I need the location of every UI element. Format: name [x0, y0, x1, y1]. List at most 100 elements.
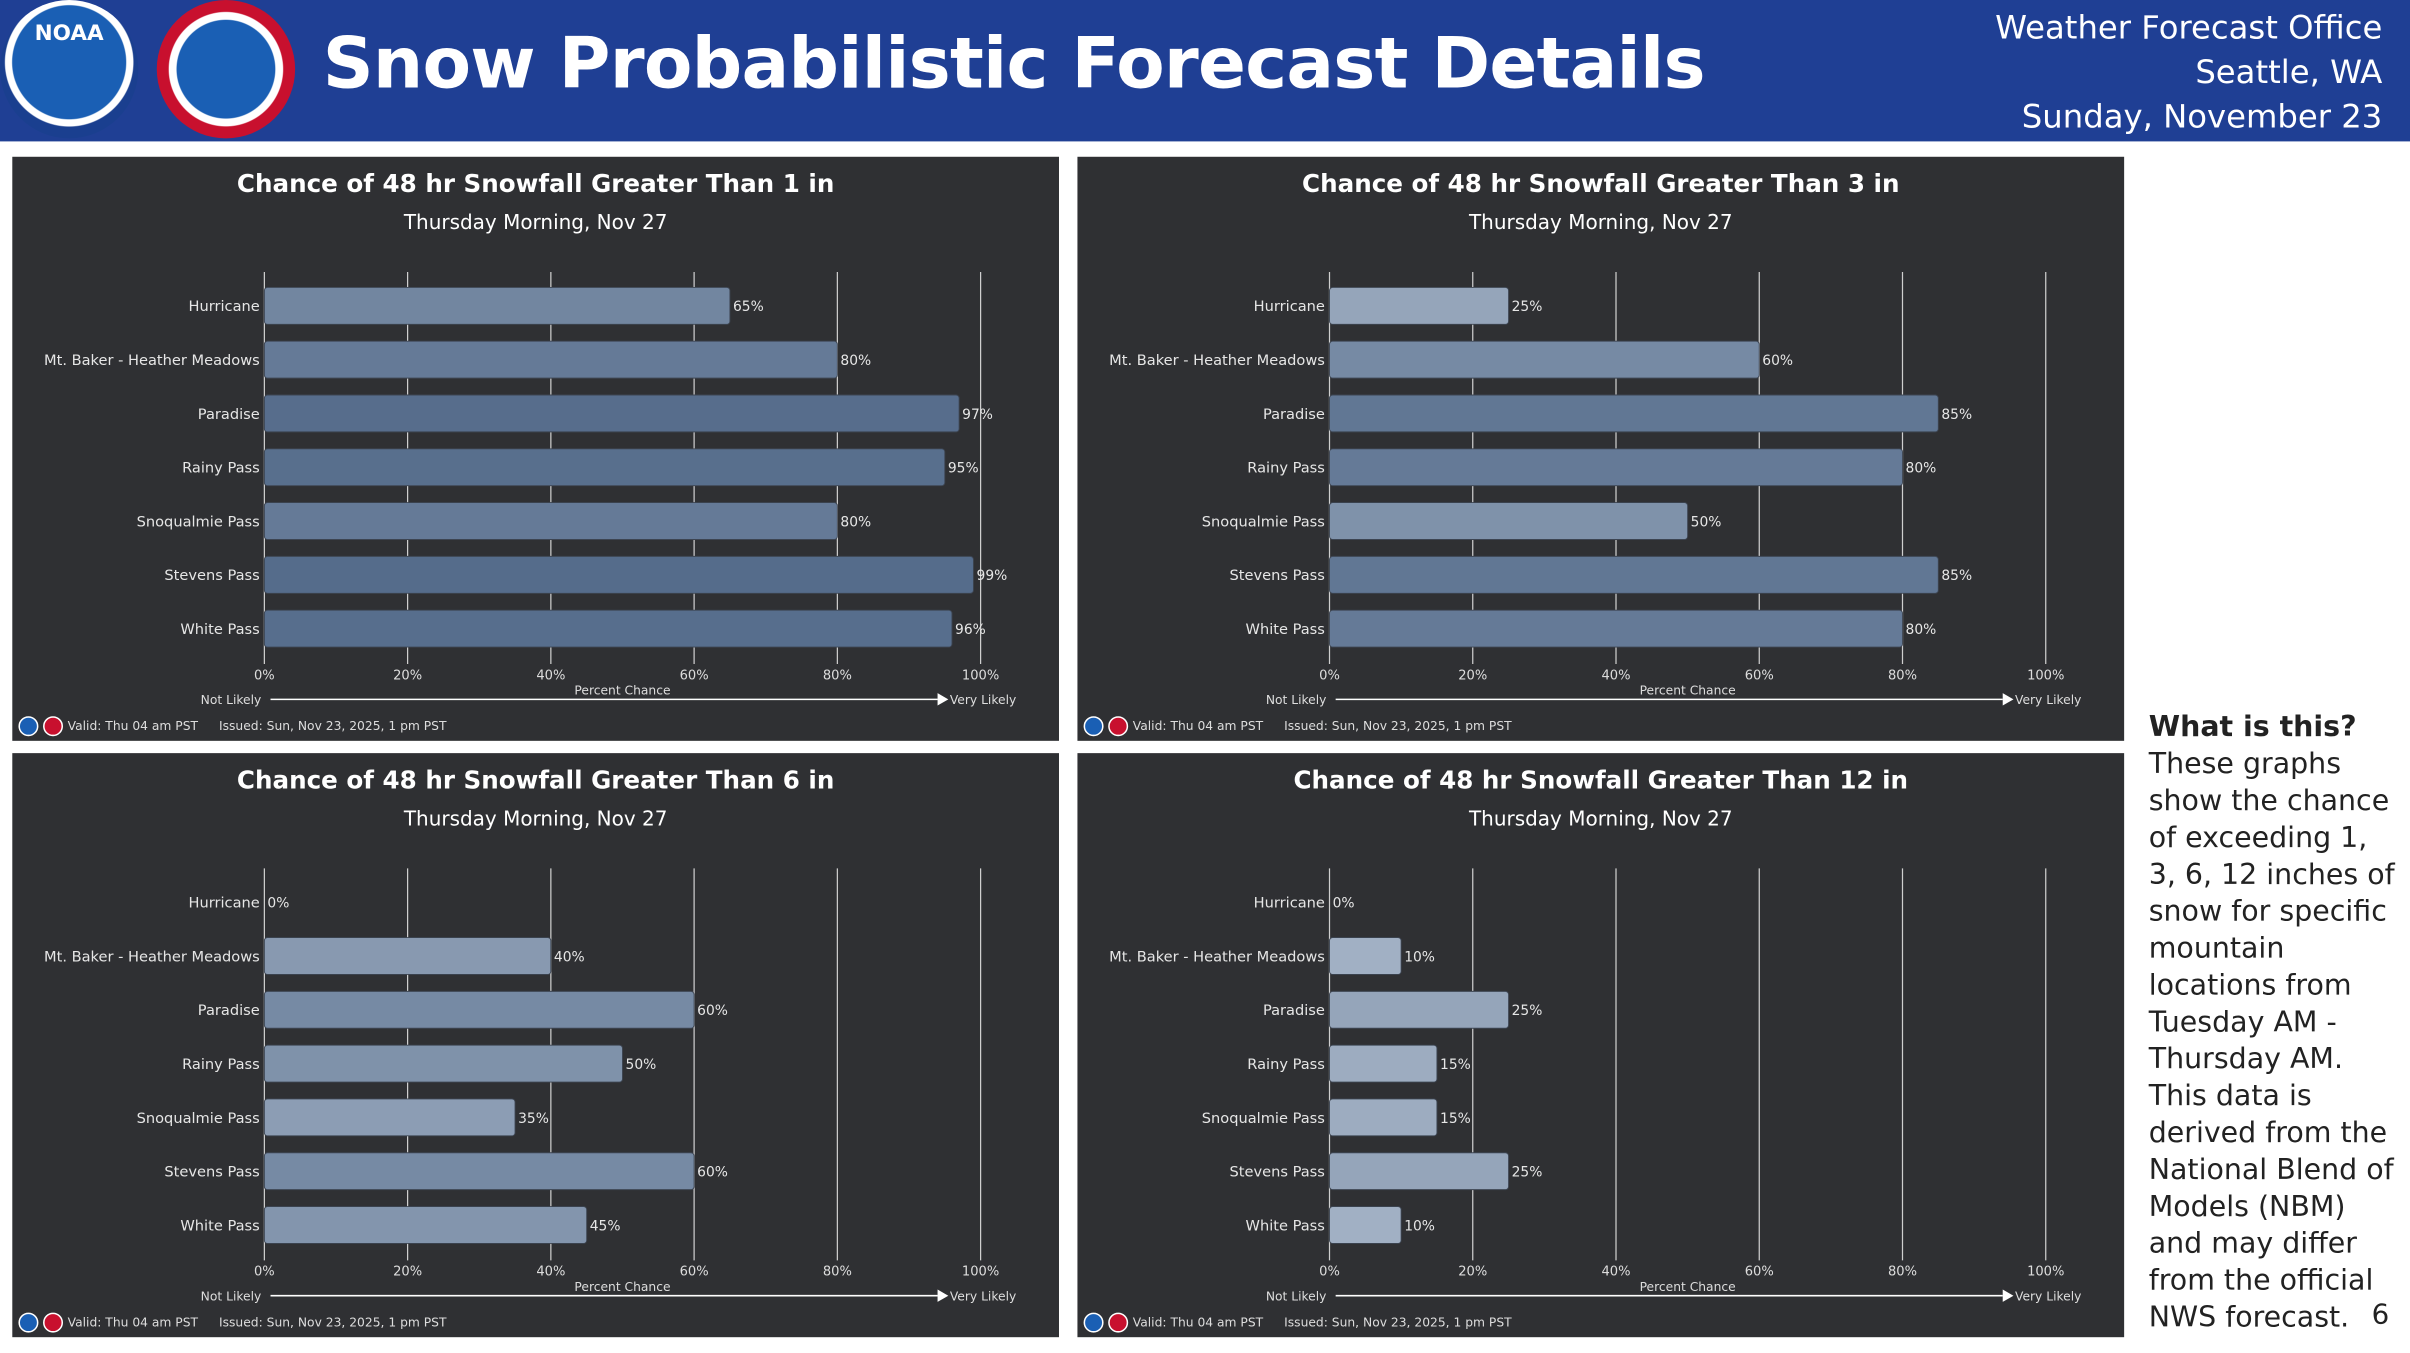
data-label: 80%	[840, 353, 871, 369]
bar-stevens-pass	[1329, 1152, 1510, 1191]
data-label: 50%	[626, 1057, 657, 1073]
category-label: Snoqualmie Pass	[137, 1110, 260, 1127]
bar-snoqualmie-pass	[1329, 502, 1689, 540]
arrow-head-icon	[937, 1289, 949, 1302]
category-label: Rainy Pass	[1247, 1056, 1325, 1073]
explanation-heading: What is this?	[2148, 711, 2357, 744]
chart-panel-12in: Chance of 48 hr Snowfall Greater Than 12…	[1077, 753, 2125, 1338]
data-label: 96%	[955, 622, 986, 638]
category-label: Rainy Pass	[182, 1056, 260, 1073]
chart-footer: Valid: Thu 04 am PST Issued: Sun, Nov 23…	[18, 1312, 446, 1333]
data-label: 0%	[1333, 896, 1355, 912]
chart-footer: Valid: Thu 04 am PST Issued: Sun, Nov 23…	[1083, 1312, 1512, 1333]
category-label: Stevens Pass	[164, 567, 259, 584]
category-label: Mt. Baker - Heather Meadows	[44, 352, 260, 369]
category-label: Mt. Baker - Heather Meadows	[44, 948, 260, 965]
bar-mt-baker-heather-meadows	[1329, 340, 1760, 379]
x-tick-label: 20%	[1458, 668, 1487, 683]
bar-mt-baker-heather-meadows	[263, 937, 552, 975]
x-tick-label: 80%	[823, 1265, 852, 1280]
x-tick-label: 20%	[1458, 1265, 1487, 1280]
data-label: 80%	[840, 514, 871, 530]
bar-chart: 0% 20% 40% 60% 80% 100% Percent Chance Not Like…	[44, 272, 1016, 707]
bar-paradise	[263, 990, 695, 1029]
x-tick-label: 40%	[536, 668, 565, 683]
bar-chart: 0% 20% 40% 60% 80% 100% Percent Chance Not Like…	[1109, 272, 2081, 707]
category-label: White Pass	[1246, 621, 1325, 638]
noaa-mini-icon	[1083, 1312, 1104, 1333]
chart-footer: Valid: Thu 04 am PST Issued: Sun, Nov 23…	[18, 716, 447, 737]
issued-time: Issued: Sun, Nov 23, 2025, 1 pm PST	[1284, 719, 1512, 734]
data-label: 80%	[1906, 622, 1937, 638]
noaa-mini-icon	[18, 716, 39, 737]
chart-subtitle: Thursday Morning, Nov 27	[403, 212, 668, 236]
chart-panel-1in: Chance of 48 hr Snowfall Greater Than 1 …	[12, 156, 1059, 741]
bar-chart: 0% 20% 40% 60% 80% 100% Percent Chance Not Like…	[1109, 868, 2081, 1303]
bar-white-pass	[263, 1206, 588, 1244]
category-label: White Pass	[180, 1217, 259, 1234]
x-axis-label: Percent Chance	[574, 1280, 670, 1294]
category-label: White Pass	[1246, 1217, 1325, 1234]
valid-time: Valid: Thu 04 am PST	[1132, 719, 1264, 734]
nws-mini-icon	[43, 1312, 64, 1333]
data-label: 50%	[1691, 514, 1722, 530]
very-likely-label: Very Likely	[950, 1289, 1016, 1303]
category-label: Snoqualmie Pass	[1202, 513, 1325, 530]
nws-mini-icon	[43, 716, 64, 737]
category-label: Snoqualmie Pass	[1202, 1110, 1325, 1127]
x-tick-label: 60%	[1745, 668, 1774, 683]
not-likely-label: Not Likely	[1266, 1289, 1327, 1303]
chart-title: Chance of 48 hr Snowfall Greater Than 12…	[1293, 765, 1909, 795]
explanation: What is this? These graphs show the chan…	[2149, 710, 2403, 1337]
chart-subtitle: Thursday Morning, Nov 27	[1468, 212, 1733, 236]
chart-title: Chance of 48 hr Snowfall Greater Than 1 …	[236, 169, 835, 199]
category-label: Paradise	[1263, 1002, 1325, 1019]
data-label: 25%	[1512, 1003, 1543, 1019]
data-label: 99%	[977, 568, 1008, 584]
office-info: Weather Forecast Office Seattle, WA Sund…	[1995, 6, 2382, 140]
x-tick-label: 40%	[1602, 1265, 1631, 1280]
issue-date: Sunday, November 23	[2021, 98, 2383, 136]
arrow-head-icon	[2002, 1289, 2014, 1302]
data-label: 65%	[733, 299, 764, 315]
arrow-head-icon	[937, 693, 949, 706]
x-tick-label: 80%	[1888, 668, 1917, 683]
issued-time: Issued: Sun, Nov 23, 2025, 1 pm PST	[1284, 1315, 1512, 1330]
data-label: 0%	[267, 896, 289, 912]
category-label: Paradise	[1263, 406, 1325, 423]
very-likely-label: Very Likely	[2015, 693, 2081, 707]
category-label: Stevens Pass	[1230, 567, 1325, 584]
chart-title: Chance of 48 hr Snowfall Greater Than 3 …	[1302, 169, 1900, 199]
bar-rainy-pass	[1329, 1044, 1438, 1083]
x-tick-label: 60%	[1745, 1265, 1774, 1280]
category-label: Hurricane	[1254, 895, 1325, 912]
category-label: Mt. Baker - Heather Meadows	[1109, 948, 1325, 965]
x-tick-label: 60%	[680, 1265, 709, 1280]
x-tick-label: 40%	[1602, 668, 1631, 683]
valid-time: Valid: Thu 04 am PST	[1132, 1315, 1264, 1330]
category-label: Paradise	[198, 1002, 260, 1019]
data-label: 40%	[554, 949, 585, 965]
data-label: 15%	[1440, 1057, 1471, 1073]
bar-white-pass	[1329, 1206, 1402, 1244]
very-likely-label: Very Likely	[2015, 1289, 2081, 1303]
data-label: 15%	[1440, 1111, 1471, 1127]
issued-time: Issued: Sun, Nov 23, 2025, 1 pm PST	[218, 719, 447, 734]
chart-subtitle: Thursday Morning, Nov 27	[1468, 808, 1733, 832]
chart-subtitle: Thursday Morning, Nov 27	[403, 808, 668, 832]
noaa-mini-icon	[1083, 716, 1104, 737]
data-label: 10%	[1404, 1218, 1435, 1234]
data-label: 60%	[1762, 353, 1793, 369]
bar-rainy-pass	[1329, 448, 1903, 487]
bar-rainy-pass	[263, 1044, 623, 1083]
category-label: White Pass	[180, 621, 259, 638]
category-label: Rainy Pass	[182, 460, 260, 477]
x-tick-label: 0%	[1319, 1265, 1340, 1280]
bar-white-pass	[1329, 609, 1903, 648]
x-tick-label: 60%	[680, 668, 709, 683]
x-axis-label: Percent Chance	[1640, 684, 1736, 698]
bar-chart: 0% 20% 40% 60% 80% 100% Percent Chance Not Like…	[44, 868, 1016, 1303]
explanation-body: These graphs show the chance of exceedin…	[2148, 748, 2395, 1335]
x-tick-label: 100%	[962, 1265, 999, 1280]
